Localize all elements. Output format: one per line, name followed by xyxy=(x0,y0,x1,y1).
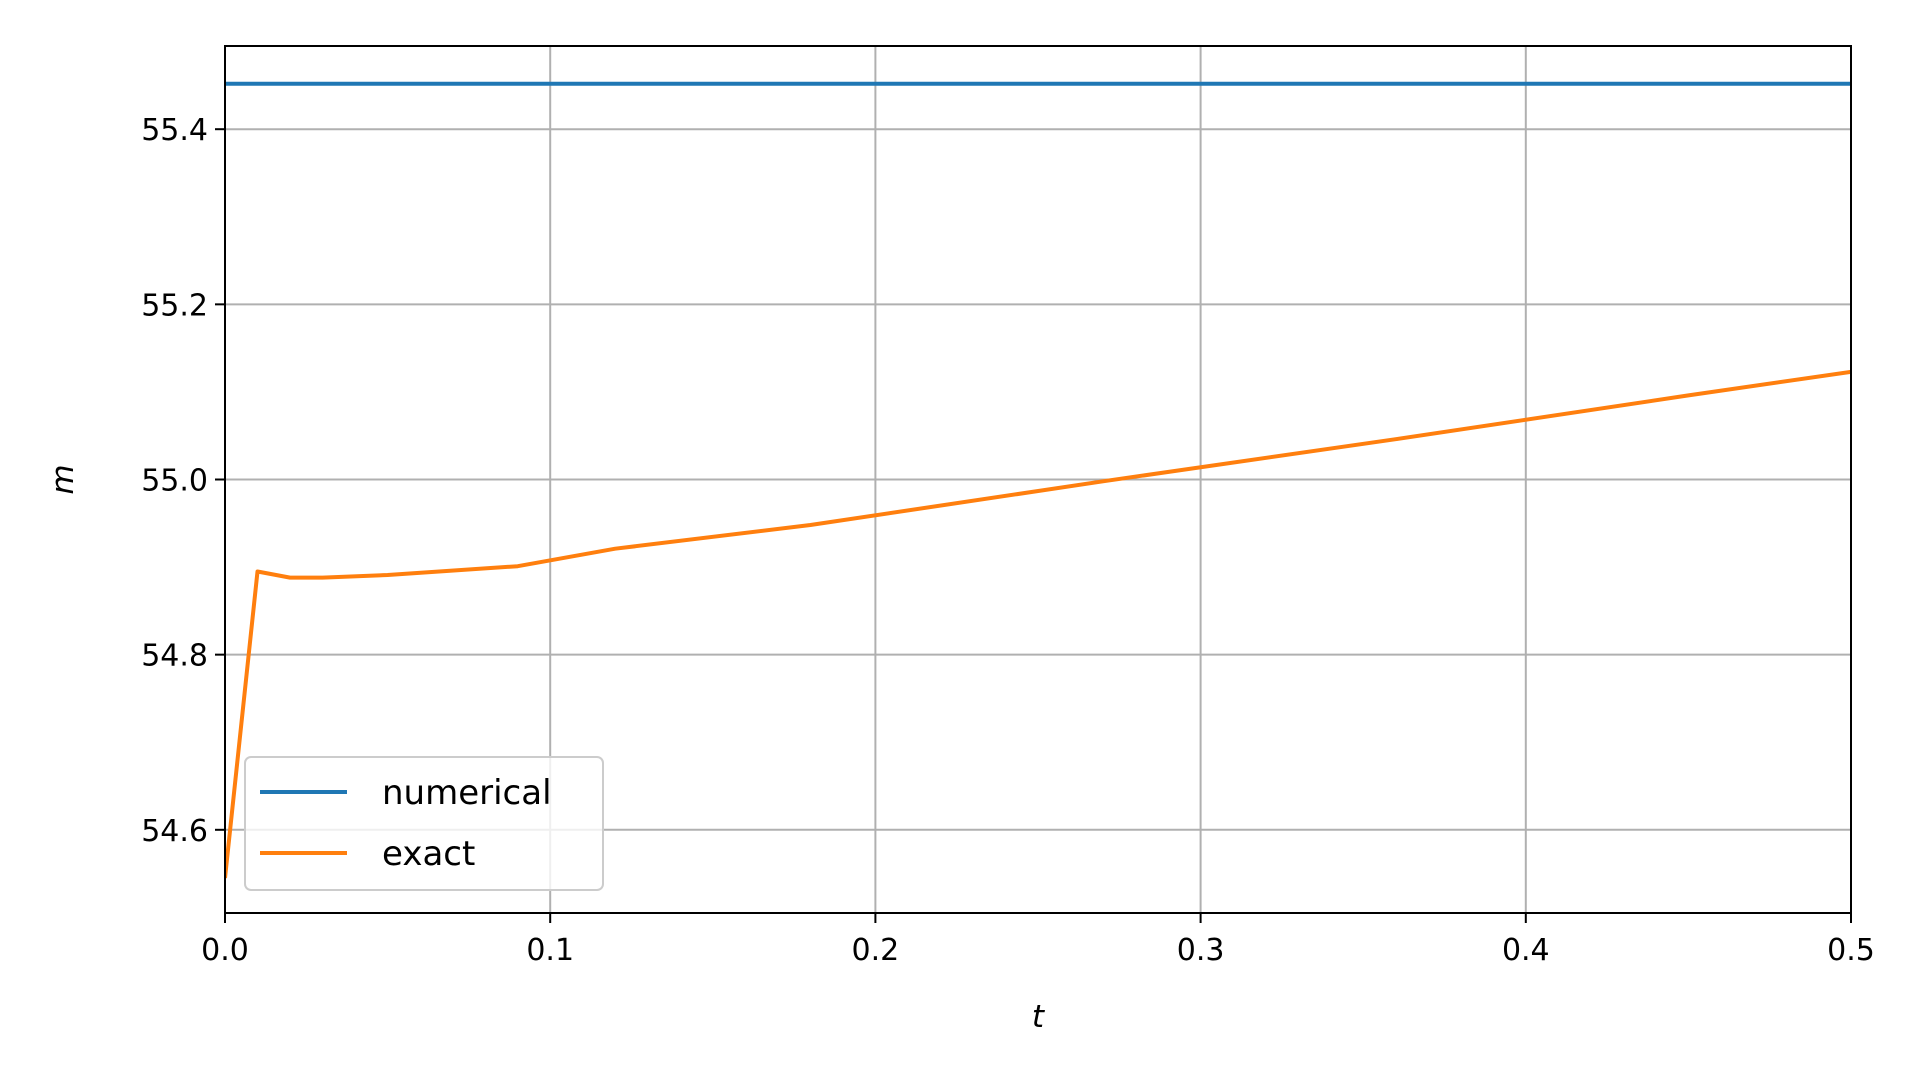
y-tick-label: 55.2 xyxy=(141,288,208,323)
x-tick-label: 0.3 xyxy=(1177,933,1225,968)
y-tick-label: 54.8 xyxy=(141,639,208,674)
legend-label-numerical: numerical xyxy=(382,773,552,813)
x-tick-label: 0.0 xyxy=(201,933,249,968)
legend-label-exact: exact xyxy=(382,834,475,874)
y-tick-label: 55.0 xyxy=(141,464,208,499)
x-tick-label: 0.4 xyxy=(1502,933,1550,968)
x-axis-label: t xyxy=(1032,999,1046,1035)
x-tick-label: 0.2 xyxy=(852,933,900,968)
y-axis-label: m xyxy=(45,464,81,494)
legend: numerical exact xyxy=(244,756,604,891)
y-tick-label: 55.4 xyxy=(141,113,208,148)
axis-ticks: 0.0 0.1 0.2 0.3 0.4 0.5 54.6 54.8 55.0 55.2 55.4 xyxy=(141,113,1875,968)
y-tick-label: 54.6 xyxy=(141,814,208,849)
x-tick-label: 0.1 xyxy=(526,933,574,968)
series-line-exact xyxy=(225,369,1851,879)
series-lines xyxy=(225,81,1851,879)
x-tick-label: 0.5 xyxy=(1827,933,1875,968)
